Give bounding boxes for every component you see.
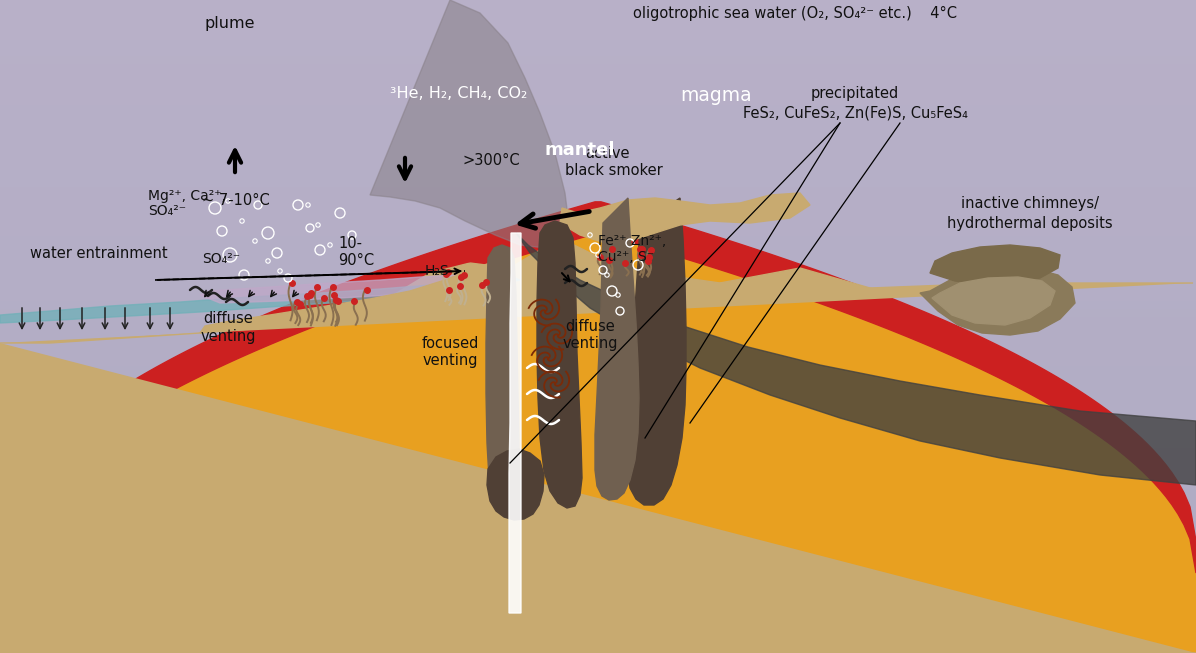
Point <box>287 297 306 308</box>
Polygon shape <box>515 233 1196 485</box>
Point <box>315 293 334 303</box>
Text: plume: plume <box>205 16 255 31</box>
Point <box>454 270 474 281</box>
Point <box>633 244 652 254</box>
Point <box>324 289 343 300</box>
Text: venting: venting <box>422 353 477 368</box>
Polygon shape <box>920 267 1075 335</box>
Point <box>301 288 321 298</box>
Point <box>590 251 609 262</box>
Text: black smoker: black smoker <box>565 163 663 178</box>
Text: precipitated: precipitated <box>811 86 899 101</box>
Text: H₂S: H₂S <box>425 264 450 278</box>
Point <box>437 269 456 279</box>
Point <box>329 296 348 307</box>
Text: 10-: 10- <box>338 236 362 251</box>
Text: oligotrophic sea water (O₂, SO₄²⁻ etc.)    4°C: oligotrophic sea water (O₂, SO₄²⁻ etc.) … <box>633 6 957 21</box>
Point <box>639 256 658 266</box>
Text: Cu²⁺, S⁻: Cu²⁺, S⁻ <box>598 250 654 264</box>
Point <box>603 244 622 254</box>
Polygon shape <box>486 245 519 515</box>
Text: magma: magma <box>681 86 751 105</box>
Text: diffuse: diffuse <box>566 319 615 334</box>
Text: ³He, H₂, CH₄, CO₂: ³He, H₂, CH₄, CO₂ <box>390 86 527 101</box>
Point <box>327 295 346 305</box>
Point <box>344 296 364 307</box>
Text: SO₄²⁻: SO₄²⁻ <box>202 252 240 266</box>
Polygon shape <box>0 234 1196 653</box>
Polygon shape <box>0 202 1196 573</box>
Point <box>630 244 649 254</box>
Text: venting: venting <box>200 329 256 344</box>
Text: >300°C: >300°C <box>462 153 519 168</box>
Point <box>472 280 492 291</box>
Polygon shape <box>200 263 509 333</box>
Polygon shape <box>370 0 570 248</box>
Point <box>641 244 660 255</box>
Text: 90°C: 90°C <box>338 253 374 268</box>
Point <box>452 272 471 282</box>
Point <box>282 278 301 288</box>
Polygon shape <box>628 198 687 505</box>
Text: hydrothermal deposits: hydrothermal deposits <box>947 216 1112 231</box>
Polygon shape <box>560 193 810 243</box>
Polygon shape <box>200 275 490 303</box>
Point <box>291 299 310 310</box>
Text: diffuse: diffuse <box>203 311 252 326</box>
Text: Fe²⁺ Zn²⁺,: Fe²⁺ Zn²⁺, <box>598 234 666 248</box>
Point <box>438 267 457 278</box>
Point <box>631 249 651 260</box>
Text: focused: focused <box>421 336 478 351</box>
Point <box>451 281 470 291</box>
Point <box>356 285 376 295</box>
Text: inactive chimneys/: inactive chimneys/ <box>962 196 1099 211</box>
Point <box>616 258 635 268</box>
Text: FeS₂, CuFeS₂, Zn(Fe)S, Cu₅FeS₄: FeS₂, CuFeS₂, Zn(Fe)S, Cu₅FeS₄ <box>743 106 968 121</box>
Polygon shape <box>930 245 1060 285</box>
Point <box>439 285 458 295</box>
Text: ~ 7-10°C: ~ 7-10°C <box>202 193 270 208</box>
Point <box>298 291 317 302</box>
Text: mantel: mantel <box>544 141 615 159</box>
Point <box>599 255 618 266</box>
Text: SO₄²⁻: SO₄²⁻ <box>148 204 187 218</box>
Point <box>300 290 319 300</box>
Polygon shape <box>487 449 544 520</box>
Text: water entrainment: water entrainment <box>30 246 167 261</box>
Polygon shape <box>0 278 520 323</box>
Polygon shape <box>537 221 582 508</box>
Polygon shape <box>509 233 521 613</box>
Text: active: active <box>585 146 629 161</box>
Text: Mg²⁺, Ca²⁺,: Mg²⁺, Ca²⁺, <box>148 189 226 203</box>
Point <box>640 252 659 263</box>
Polygon shape <box>594 198 639 500</box>
Point <box>477 277 496 287</box>
Text: venting: venting <box>562 336 618 351</box>
Point <box>323 282 342 293</box>
Point <box>307 282 327 293</box>
Polygon shape <box>932 277 1055 325</box>
